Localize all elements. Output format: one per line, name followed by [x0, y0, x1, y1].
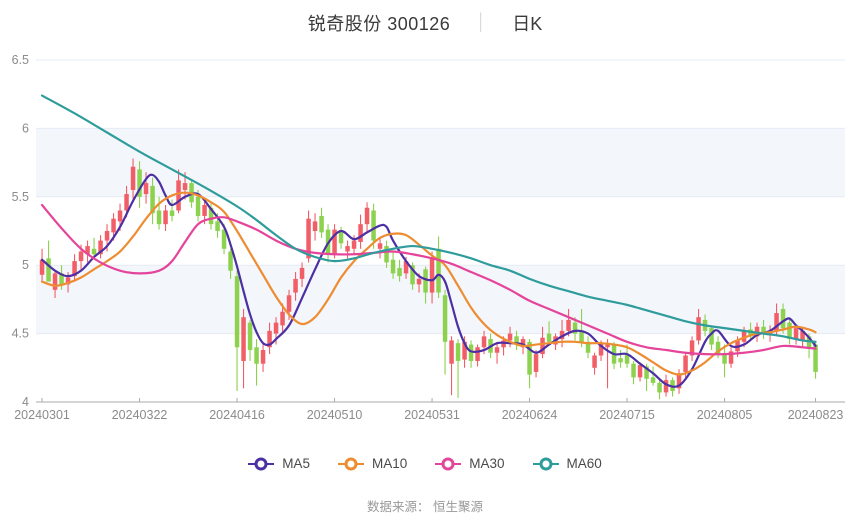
svg-text:20240416: 20240416 [209, 408, 265, 422]
svg-text:20240322: 20240322 [112, 408, 168, 422]
ma5-legend-ring-icon [248, 457, 275, 471]
svg-text:20240531: 20240531 [404, 408, 460, 422]
svg-text:6.5: 6.5 [12, 53, 29, 67]
legend-label-ma30: MA30 [469, 456, 505, 471]
chart-header: 锐奇股份 300126 │ 日K [0, 10, 850, 36]
legend-item-ma60[interactable]: MA60 [532, 456, 602, 471]
svg-text:6: 6 [22, 121, 29, 135]
legend-label-ma60: MA60 [566, 456, 602, 471]
stock-title: 锐奇股份 300126 [307, 14, 451, 34]
svg-text:4: 4 [22, 395, 29, 409]
svg-text:20240805: 20240805 [697, 408, 753, 422]
legend-label-ma5: MA5 [282, 456, 310, 471]
svg-text:20240715: 20240715 [599, 408, 655, 422]
legend-item-ma5[interactable]: MA5 [248, 456, 310, 471]
ma10-legend-ring-icon [337, 457, 364, 471]
svg-text:20240624: 20240624 [502, 408, 558, 422]
ma60-legend-ring-icon [532, 457, 559, 471]
ma30-legend-ring-icon [435, 457, 462, 471]
svg-text:4.5: 4.5 [12, 327, 29, 341]
svg-text:20240823: 20240823 [788, 408, 844, 422]
legend: MA5 MA10 MA30 MA60 [0, 456, 850, 471]
legend-item-ma30[interactable]: MA30 [435, 456, 505, 471]
title-separator: │ [476, 14, 487, 31]
svg-text:20240510: 20240510 [307, 408, 363, 422]
svg-text:20240301: 20240301 [14, 408, 70, 422]
svg-text:5: 5 [22, 258, 29, 272]
data-source-note: 数据来源： 恒生聚源 [367, 500, 483, 514]
period-label: 日K [512, 14, 543, 34]
legend-label-ma10: MA10 [371, 456, 408, 471]
svg-text:5.5: 5.5 [12, 190, 29, 204]
legend-item-ma10[interactable]: MA10 [337, 456, 408, 471]
